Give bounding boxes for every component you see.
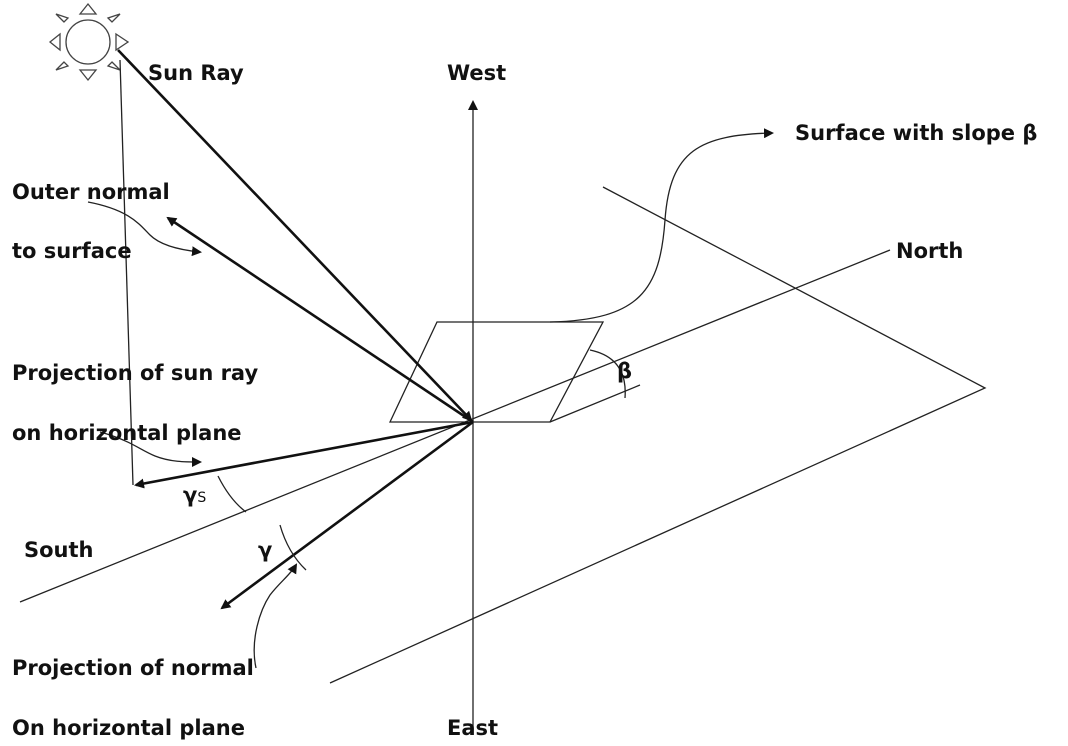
horizontal-plane	[329, 186, 987, 684]
normal-pointer	[87, 201, 202, 257]
label: South	[24, 538, 94, 562]
label: β	[617, 359, 632, 383]
label: γ	[258, 538, 272, 562]
sun-ray	[117, 49, 473, 422]
label: West	[447, 61, 506, 85]
projection-pointer	[99, 431, 202, 467]
label: North	[896, 239, 963, 263]
beta-arc	[589, 349, 626, 399]
label: On horizontal plane	[12, 716, 245, 740]
label: γS	[183, 483, 206, 507]
label: Sun Ray	[148, 61, 244, 85]
label: Projection of sun ray	[12, 361, 258, 385]
gamma-s-arc	[217, 475, 247, 513]
label: East	[447, 716, 498, 740]
label: to surface	[12, 239, 132, 263]
label: Outer normal	[12, 180, 170, 204]
surface-base-line	[549, 384, 641, 423]
outer-normal	[166, 216, 474, 424]
gamma-arc	[279, 524, 307, 571]
sun-vertical	[119, 59, 134, 486]
sun	[48, 2, 130, 82]
label: on horizontal plane	[12, 421, 242, 445]
label: Projection of normal	[12, 656, 254, 680]
normal-projection	[220, 420, 474, 610]
sun-projection	[134, 420, 474, 489]
label: Surface with slope β	[795, 121, 1037, 145]
sloped-surface	[388, 321, 605, 423]
surface-pointer	[549, 128, 774, 323]
gamma-pointer	[253, 563, 298, 669]
